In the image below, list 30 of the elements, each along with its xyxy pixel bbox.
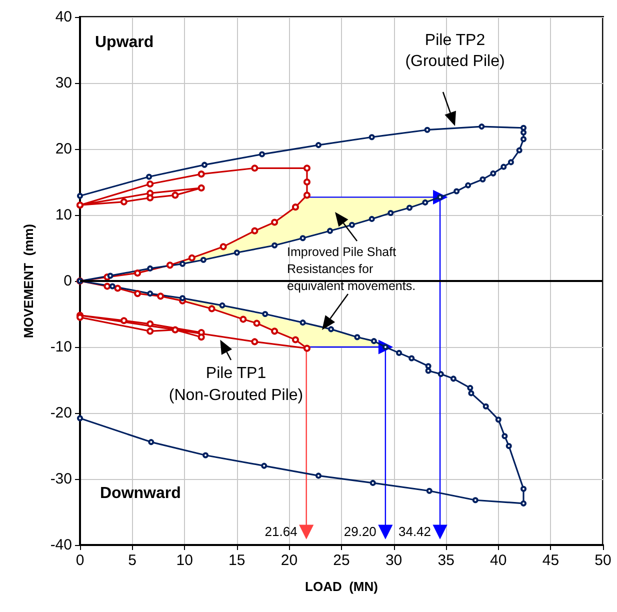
annotation: 34.42: [398, 524, 432, 539]
x-tick-label: 20: [280, 552, 298, 569]
annotation: Pile TP2 (Grouted Pile): [405, 32, 505, 70]
y-tick-label: 10: [55, 206, 72, 224]
x-tick-label: 40: [490, 552, 507, 569]
y-tick-label: -20: [50, 404, 72, 422]
annotation: Downward: [100, 485, 181, 502]
x-tick-label: 5: [128, 552, 136, 569]
y-tick-label: -40: [50, 536, 72, 554]
y-tick-label: 0: [64, 272, 72, 290]
y-tick-label: 30: [55, 74, 72, 92]
x-axis-title: LOAD (MN): [305, 579, 378, 594]
x-tick-label: 50: [594, 552, 612, 569]
y-tick-label: 40: [55, 8, 72, 26]
x-tick-label: 25: [333, 552, 350, 569]
annotation: Improved Pile Shaft Resistances for equivalent movements.: [287, 245, 416, 293]
y-tick-label: -30: [50, 470, 72, 488]
annotation: Pile TP1 (Non-Grouted Pile): [168, 365, 304, 404]
y-axis-title: MOVEMENT (mm): [21, 224, 36, 338]
x-tick-label: 30: [385, 552, 402, 569]
x-tick-label: 0: [76, 552, 84, 569]
x-tick-label: 45: [542, 552, 560, 569]
annotation: 29.20: [344, 524, 376, 539]
annotation: Upward: [95, 34, 154, 51]
annotation: 21.64: [264, 524, 298, 539]
x-tick-label: 15: [228, 552, 246, 569]
y-tick-label: 20: [55, 140, 72, 158]
x-tick-label: 10: [176, 552, 193, 569]
y-tick-label: -10: [50, 338, 72, 356]
x-tick-label: 35: [438, 552, 454, 569]
